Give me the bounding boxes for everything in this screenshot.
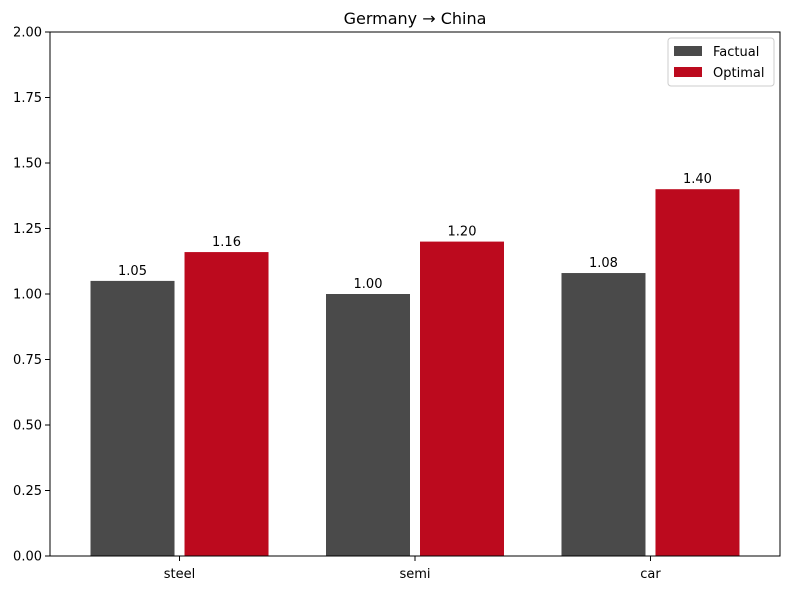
legend-label-optimal: Optimal xyxy=(713,66,764,81)
data-label: 1.40 xyxy=(683,172,712,187)
x-tick-label: steel xyxy=(164,567,195,582)
y-tick-label: 0.50 xyxy=(13,419,42,434)
legend-label-factual: Factual xyxy=(713,45,759,60)
bar-optimal xyxy=(184,252,269,556)
plot-frame xyxy=(49,31,781,557)
bar-factual xyxy=(90,280,175,556)
x-tick-label: semi xyxy=(399,567,430,582)
y-tick-label: 1.75 xyxy=(13,91,42,106)
data-label: 1.20 xyxy=(448,225,477,240)
y-tick-label: 2.00 xyxy=(13,26,42,41)
chart-title: Germany → China xyxy=(344,9,487,28)
data-label: 1.16 xyxy=(212,235,241,250)
data-label: 1.00 xyxy=(354,277,383,292)
data-label: 1.08 xyxy=(589,256,618,271)
legend-swatch-optimal xyxy=(674,67,702,77)
y-tick-label: 1.25 xyxy=(13,222,42,237)
y-tick-label: 0.75 xyxy=(13,353,42,368)
data-label: 1.05 xyxy=(118,264,147,279)
y-tick-label: 1.50 xyxy=(13,157,42,172)
legend-swatch-factual xyxy=(674,46,702,56)
legend: Factual Optimal xyxy=(667,37,775,87)
bar-optimal xyxy=(655,189,740,556)
y-tick-label: 0.00 xyxy=(13,550,42,565)
plot-area: 0.00 0.25 0.50 0.75 1.00 1.25 1.50 1.75 2.00 1.05… xyxy=(13,26,740,582)
y-tick-label: 0.25 xyxy=(13,484,42,499)
x-tick-label: car xyxy=(640,567,661,582)
bar-factual xyxy=(561,273,646,556)
bar-optimal xyxy=(420,241,504,556)
y-tick-label: 1.00 xyxy=(13,288,42,303)
bar-factual xyxy=(326,294,410,556)
